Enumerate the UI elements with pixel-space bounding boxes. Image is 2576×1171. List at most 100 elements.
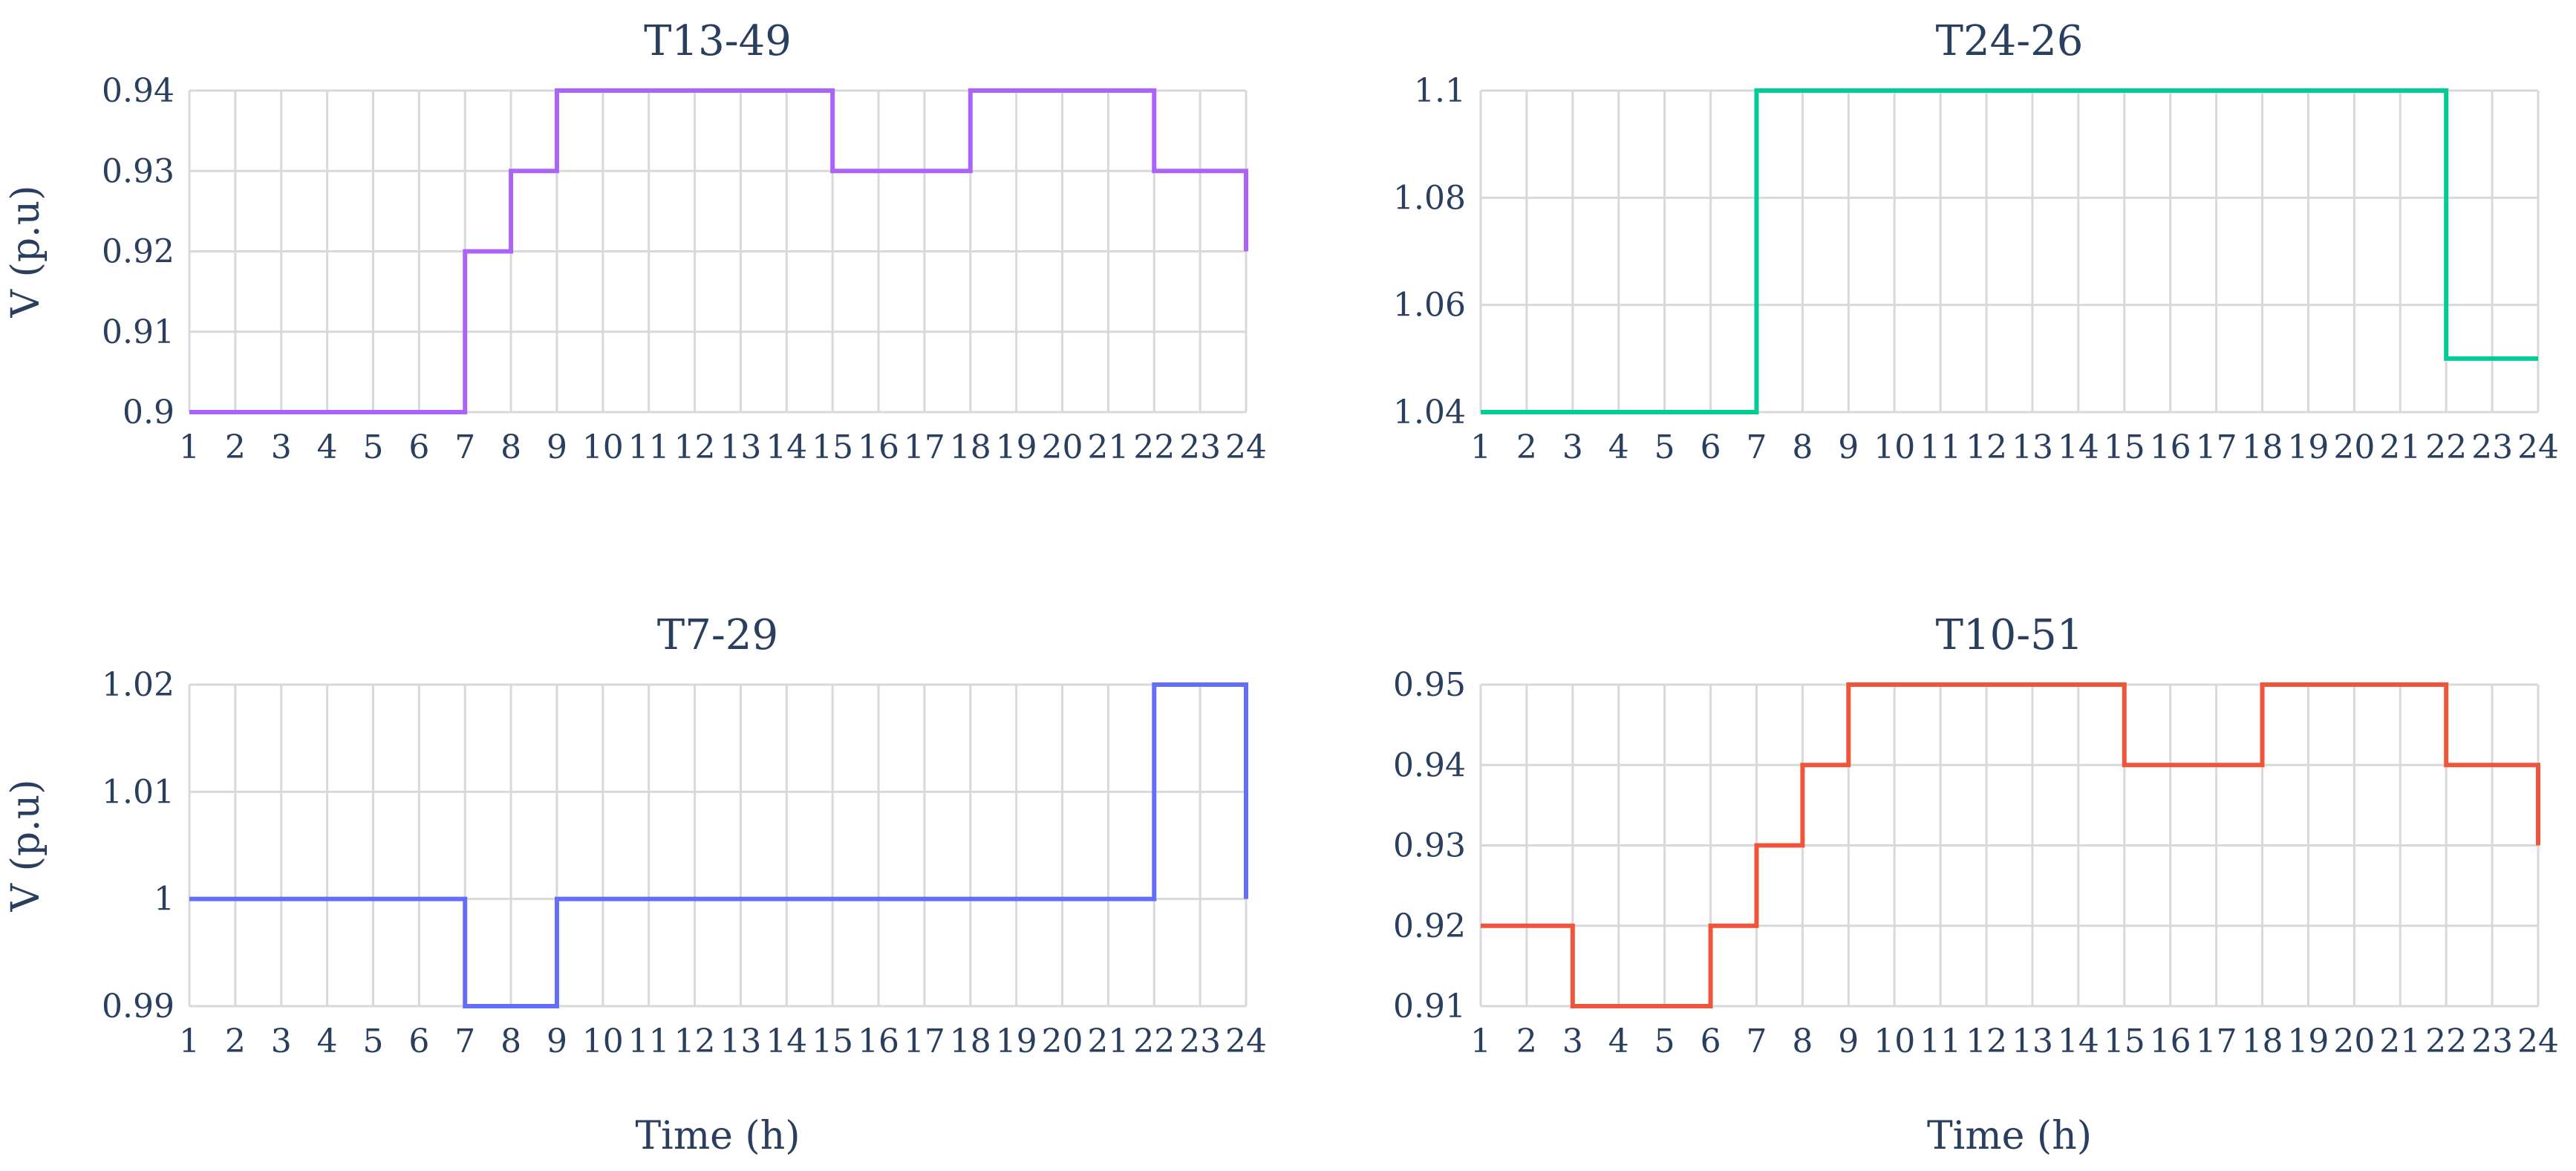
x-tick-label: 19 [996, 428, 1037, 466]
x-tick-label: 20 [2333, 1022, 2375, 1060]
x-tick-label: 16 [2150, 1022, 2191, 1060]
y-tick-label: 1.1 [1414, 72, 1466, 110]
x-tick-label: 9 [1838, 428, 1859, 466]
x-tick-label: 24 [1225, 1022, 1267, 1060]
x-tick-label: 22 [2425, 428, 2467, 466]
y-tick-label: 1.04 [1393, 394, 1466, 431]
x-tick-label: 4 [317, 1022, 338, 1060]
y-tick-label: 0.92 [1393, 907, 1466, 945]
y-tick-label: 0.91 [1393, 988, 1466, 1025]
series-line [1481, 682, 2540, 1008]
y-axis-label: V (p.u) [4, 780, 48, 913]
subplot-title: T13-49 [644, 17, 792, 65]
x-tick-label: 23 [2471, 1022, 2513, 1060]
x-tick-label: 8 [500, 428, 521, 466]
subplot-t13-49: 1 2 3 4 5 6 7 8 9 10 11 12 13 14 15 16 17 18 19 20 21 22 23 240… [4, 17, 1267, 466]
series-line [1481, 88, 2538, 414]
x-tick-label: 18 [2242, 428, 2283, 466]
x-tick-label: 9 [1838, 1022, 1859, 1060]
x-tick-label: 17 [904, 1022, 945, 1060]
x-tick-label: 11 [628, 428, 670, 466]
y-tick-label: 1.01 [102, 773, 175, 811]
series-line [189, 682, 1248, 1008]
x-tick-label: 17 [904, 428, 945, 466]
y-tick-label: 1.06 [1393, 287, 1466, 324]
x-tick-label: 15 [812, 1022, 853, 1060]
x-tick-label: 17 [2196, 1022, 2237, 1060]
x-tick-label: 12 [674, 428, 716, 466]
x-tick-label: 9 [547, 428, 567, 466]
x-tick-label: 14 [2058, 1022, 2099, 1060]
x-tick-label: 13 [720, 1022, 761, 1060]
x-tick-label: 1 [179, 428, 200, 466]
subplot-t10-51: 1 2 3 4 5 6 7 8 9 10 11 12 13 14 15 16 17 18 19 20 21 22 23 240… [1393, 611, 2559, 1158]
y-tick-label: 1.08 [1393, 179, 1466, 217]
x-tick-label: 8 [1792, 428, 1813, 466]
subplot-t24-26: 1 2 3 4 5 6 7 8 9 10 11 12 13 14 15 16 17 18 19 20 21 22 23 241… [1393, 17, 2559, 466]
x-tick-label: 6 [408, 428, 429, 466]
x-tick-label: 4 [1608, 428, 1629, 466]
y-tick-label: 0.91 [102, 313, 175, 351]
x-tick-label: 5 [1654, 1022, 1675, 1060]
x-tick-label: 12 [1966, 428, 2007, 466]
x-tick-label: 19 [996, 1022, 1037, 1060]
x-tick-label: 20 [1042, 428, 1083, 466]
x-tick-label: 7 [454, 1022, 475, 1060]
x-tick-label: 21 [1087, 1022, 1129, 1060]
x-tick-label: 16 [858, 428, 899, 466]
x-tick-label: 14 [766, 428, 807, 466]
x-tick-label: 10 [1874, 428, 1915, 466]
y-tick-label: 0.9 [123, 394, 175, 431]
x-tick-label: 13 [2012, 428, 2053, 466]
x-tick-label: 6 [1701, 428, 1721, 466]
series-line [189, 88, 1248, 414]
x-tick-label: 3 [1562, 428, 1583, 466]
x-tick-label: 20 [2333, 428, 2375, 466]
x-tick-label: 15 [812, 428, 853, 466]
x-tick-label: 18 [2242, 1022, 2283, 1060]
x-tick-label: 15 [2104, 1022, 2145, 1060]
x-tick-label: 13 [2012, 1022, 2053, 1060]
y-tick-label: 0.95 [1393, 666, 1466, 704]
y-tick-label: 0.92 [102, 233, 175, 271]
x-tick-label: 12 [1966, 1022, 2007, 1060]
x-tick-label: 24 [2517, 1022, 2559, 1060]
x-tick-label: 7 [1746, 1022, 1767, 1060]
x-tick-label: 7 [454, 428, 475, 466]
x-tick-label: 17 [2196, 428, 2237, 466]
x-axis-label: Time (h) [636, 1114, 800, 1158]
x-tick-label: 3 [271, 1022, 292, 1060]
x-tick-label: 23 [2471, 428, 2513, 466]
y-tick-label: 0.99 [102, 988, 175, 1025]
x-tick-label: 12 [674, 1022, 716, 1060]
x-tick-label: 1 [1470, 428, 1491, 466]
x-axis-label: Time (h) [1927, 1114, 2092, 1158]
x-tick-label: 8 [500, 1022, 521, 1060]
y-tick-label: 0.93 [1393, 827, 1466, 865]
x-tick-label: 21 [2379, 1022, 2421, 1060]
subplot-title: T7-29 [657, 611, 778, 659]
subplot-title: T24-26 [1936, 17, 2084, 65]
x-tick-label: 4 [1608, 1022, 1629, 1060]
x-tick-label: 1 [1470, 1022, 1491, 1060]
x-tick-label: 16 [858, 1022, 899, 1060]
x-tick-label: 15 [2104, 428, 2145, 466]
x-tick-label: 18 [950, 428, 991, 466]
subplot-t7-29: 1 2 3 4 5 6 7 8 9 10 11 12 13 14 15 16 17 18 19 20 21 22 23 240… [4, 611, 1267, 1158]
x-tick-label: 10 [1874, 1022, 1915, 1060]
x-tick-label: 6 [1701, 1022, 1721, 1060]
y-tick-label: 1.02 [102, 666, 175, 704]
y-tick-label: 0.94 [102, 72, 175, 110]
x-tick-label: 11 [628, 1022, 670, 1060]
x-tick-label: 2 [1516, 428, 1537, 466]
y-tick-label: 0.93 [102, 152, 175, 190]
x-tick-label: 4 [317, 428, 338, 466]
x-tick-label: 22 [1133, 428, 1175, 466]
x-tick-label: 7 [1746, 428, 1767, 466]
y-tick-label: 0.94 [1393, 746, 1466, 784]
x-tick-label: 19 [2287, 428, 2329, 466]
x-tick-label: 22 [1133, 1022, 1175, 1060]
x-tick-label: 10 [582, 1022, 624, 1060]
y-tick-label: 1 [154, 881, 175, 919]
